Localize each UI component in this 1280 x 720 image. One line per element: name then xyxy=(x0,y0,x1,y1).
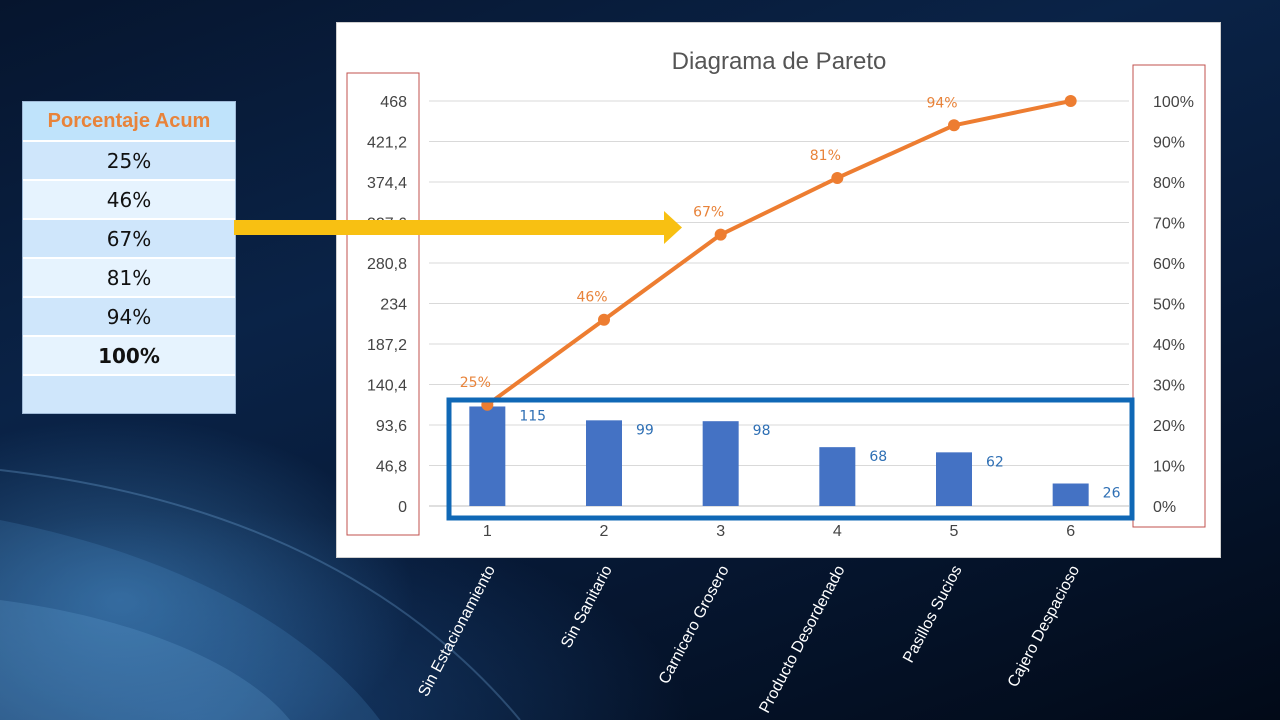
right-tick-label: 90% xyxy=(1153,135,1185,152)
category-label: Carnicero Grosero xyxy=(655,562,733,687)
x-tick-label: 5 xyxy=(950,523,959,540)
chart-title: Diagrama de Pareto xyxy=(672,48,887,75)
table-row: 94% xyxy=(23,298,235,337)
left-tick-label: 234 xyxy=(380,297,407,314)
right-tick-label: 60% xyxy=(1153,256,1185,273)
line-value-label: 81% xyxy=(810,148,841,164)
category-label: Producto Desordenado xyxy=(756,562,849,717)
category-label: Pasillos Sucios xyxy=(900,562,966,666)
bar xyxy=(469,406,506,506)
category-label: Cajero Despacioso xyxy=(1004,562,1083,691)
left-tick-label: 374,4 xyxy=(367,175,407,192)
line-point xyxy=(1064,95,1077,107)
bar xyxy=(819,447,856,506)
x-tick-label: 1 xyxy=(483,523,492,540)
right-tick-label: 0% xyxy=(1153,499,1176,516)
line-value-label: 94% xyxy=(926,95,957,111)
percentage-table: Porcentaje Acum 25% 46% 67% 81% 94% 100% xyxy=(22,101,236,414)
x-tick-label: 3 xyxy=(716,523,725,540)
table-row xyxy=(23,376,235,413)
right-tick-label: 50% xyxy=(1153,297,1185,314)
line-point xyxy=(598,313,610,326)
table-row: 81% xyxy=(23,259,235,298)
cumulative-line xyxy=(486,99,1072,407)
line-point xyxy=(714,228,727,241)
table-header: Porcentaje Acum xyxy=(23,102,235,142)
bar-value-label: 68 xyxy=(869,449,887,465)
yellow-arrow xyxy=(234,211,682,244)
right-tick-label: 20% xyxy=(1153,418,1185,435)
line-value-label: 67% xyxy=(693,205,724,221)
bar xyxy=(936,452,972,506)
x-tick-label: 2 xyxy=(600,523,609,540)
right-axis-box xyxy=(1132,64,1206,528)
right-tick-label: 80% xyxy=(1153,175,1185,192)
pareto-chart: Diagrama de Pareto 115 99 98 68 62 26 25% 46% 67… xyxy=(336,22,1221,558)
line-value-label: 46% xyxy=(576,290,607,306)
right-tick-label: 70% xyxy=(1153,216,1185,233)
x-tick-label: 4 xyxy=(833,523,842,540)
right-tick-label: 30% xyxy=(1153,378,1185,395)
category-label: Sin Sanitario xyxy=(558,562,616,651)
bar-value-label: 99 xyxy=(636,422,654,438)
table-row: 25% xyxy=(23,142,235,181)
left-tick-label: 187,2 xyxy=(367,337,407,354)
left-tick-label: 0 xyxy=(398,499,407,516)
bars-highlight-box xyxy=(446,397,1135,521)
bar xyxy=(586,420,622,506)
bar-value-label: 98 xyxy=(753,423,771,439)
line-point xyxy=(831,171,844,184)
left-tick-label: 46,8 xyxy=(376,459,407,476)
left-tick-label: 421,2 xyxy=(367,135,407,152)
line-point xyxy=(948,119,960,132)
left-tick-label: 93,6 xyxy=(376,418,407,435)
left-tick-label: 140,4 xyxy=(367,378,407,395)
x-tick-label: 6 xyxy=(1066,523,1075,540)
table-row: 67% xyxy=(23,220,235,259)
right-tick-label: 40% xyxy=(1153,337,1185,354)
left-tick-label: 468 xyxy=(380,94,407,111)
bar-value-label: 26 xyxy=(1103,486,1121,502)
right-tick-label: 10% xyxy=(1153,459,1185,476)
bar-value-label: 62 xyxy=(986,454,1004,470)
bar xyxy=(1052,483,1089,506)
bar xyxy=(702,421,739,506)
category-label: Sin Estacionamiento xyxy=(415,562,500,700)
table-row: 100% xyxy=(23,337,235,376)
right-tick-label: 100% xyxy=(1153,94,1194,111)
left-tick-label: 280,8 xyxy=(367,256,407,273)
line-value-label: 25% xyxy=(460,375,491,391)
bar-value-label: 115 xyxy=(519,408,546,424)
left-axis-box xyxy=(346,72,420,536)
table-row: 46% xyxy=(23,181,235,220)
